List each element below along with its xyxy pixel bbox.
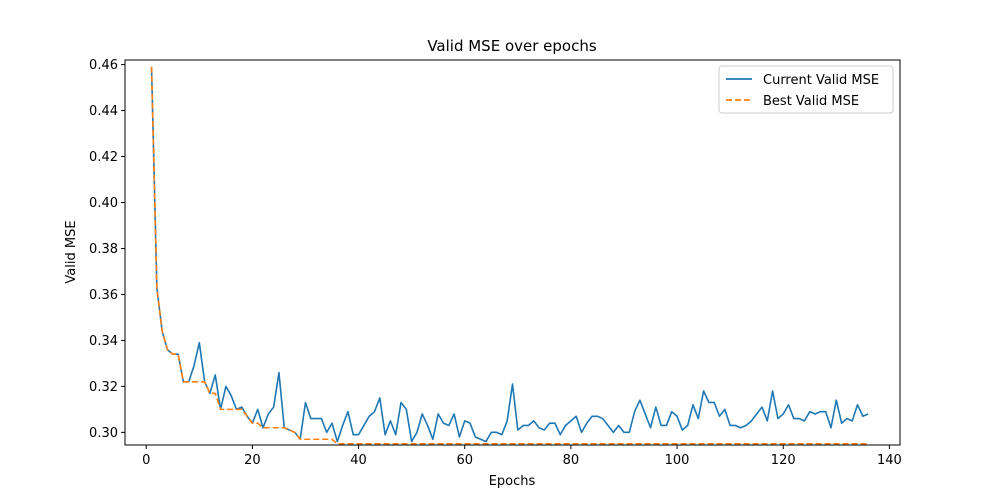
y-tick-label: 0.40	[89, 196, 118, 211]
series-line-current-valid-mse	[150, 66, 869, 443]
x-tick-label: 100	[665, 453, 690, 468]
plot-area	[125, 60, 900, 445]
series-line-best-valid-mse	[150, 66, 869, 445]
y-tick-label: 0.34	[89, 334, 118, 349]
legend: Current Valid MSE Best Valid MSE	[718, 65, 894, 114]
x-tick-label: 60	[456, 453, 473, 468]
y-axis-ticks: 0.30 0.32 0.34 0.36 0.38 0.40 0.42 0.44 0.46	[89, 58, 125, 441]
y-tick-label: 0.38	[89, 242, 118, 257]
y-tick-label: 0.46	[89, 58, 118, 73]
x-tick-label: 140	[877, 453, 902, 468]
legend-box	[718, 65, 894, 114]
series-layer	[150, 66, 869, 445]
x-tick-label: 20	[244, 453, 261, 468]
y-tick-label: 0.42	[89, 150, 118, 165]
x-tick-label: 120	[771, 453, 796, 468]
legend-label-best-valid-mse: Best Valid MSE	[763, 94, 859, 109]
x-axis-title: Epochs	[489, 474, 536, 489]
x-tick-label: 80	[563, 453, 580, 468]
y-tick-label: 0.36	[89, 288, 118, 303]
legend-label-current-valid-mse: Current Valid MSE	[763, 73, 879, 88]
y-tick-label: 0.32	[89, 380, 118, 395]
plot-frame	[124, 59, 901, 446]
chart-title: Valid MSE over epochs	[427, 37, 597, 55]
x-axis-ticks: 0 20 40 60 80 100 120 140	[142, 445, 902, 468]
x-tick-label: 40	[350, 453, 367, 468]
y-tick-label: 0.44	[89, 104, 118, 119]
y-axis-title: Valid MSE	[64, 220, 79, 283]
y-tick-label: 0.30	[89, 426, 118, 441]
x-tick-label: 0	[142, 453, 150, 468]
